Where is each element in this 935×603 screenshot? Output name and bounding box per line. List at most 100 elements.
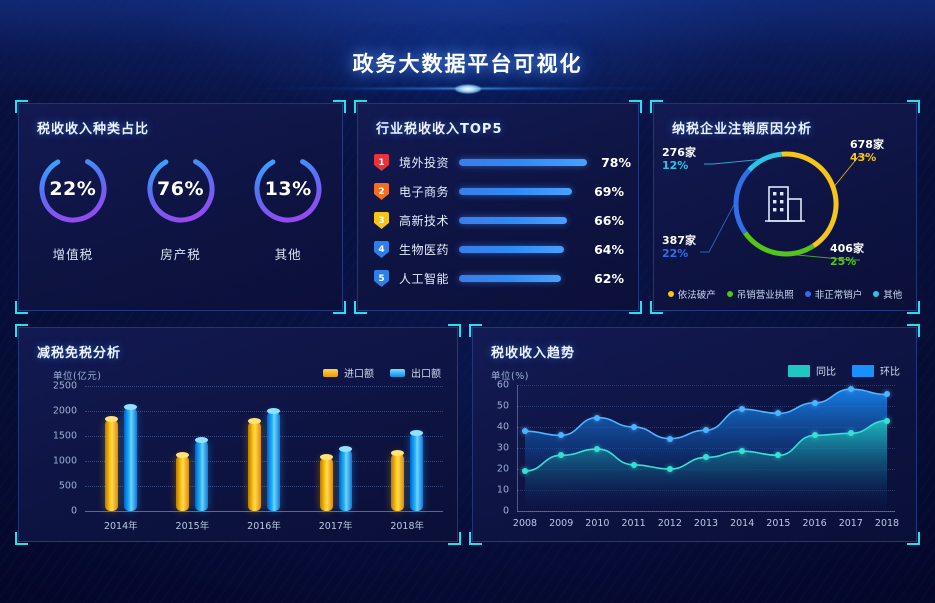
ring-gauge-label: 增值税 [52, 247, 94, 262]
ranking-item-label: 生物医药 [399, 243, 450, 257]
bar-export[interactable] [195, 436, 209, 511]
legend-item[interactable]: 依法破产 [667, 287, 716, 301]
bar-import[interactable] [319, 453, 333, 511]
x-axis-tick-label: 2010 [585, 518, 610, 529]
ring-gauge-circle: 13% [249, 150, 327, 228]
data-point[interactable] [522, 468, 528, 475]
bar-import[interactable] [248, 418, 261, 511]
bar-export[interactable] [123, 403, 137, 511]
donut-slice[interactable] [747, 151, 782, 172]
data-point[interactable] [811, 399, 818, 406]
legend-label: 出口额 [411, 369, 441, 380]
data-point[interactable] [558, 452, 565, 459]
ranking-row[interactable]: 3 高新技术 66% [374, 206, 624, 235]
corner-bracket-icon [333, 100, 346, 113]
y-axis-tick-label: 40 [496, 421, 509, 433]
rank-badge-icon: 2 [374, 183, 389, 200]
data-point[interactable] [594, 414, 601, 421]
x-axis-tick-label: 2017 [838, 518, 863, 529]
data-point[interactable] [884, 391, 890, 398]
corner-bracket-icon [907, 100, 920, 113]
bar-import[interactable] [104, 416, 118, 511]
corner-bracket-icon [650, 100, 663, 113]
corner-bracket-icon [15, 100, 28, 113]
data-point[interactable] [775, 410, 782, 417]
ranking-row[interactable]: 1 境外投资 78% [374, 148, 631, 177]
area-fill-tongbi [525, 420, 887, 511]
x-axis-tick-label: 2015年 [175, 521, 210, 532]
donut-slice-percent: 22% [662, 247, 689, 260]
panel-cancellation-reason: 纳税企业注销原因分析 678家 43% 406家 25% 387家 22% 276家 12% … [650, 100, 920, 314]
legend-item[interactable]: 环比 [852, 363, 900, 378]
legend-item[interactable]: 其他 [873, 287, 902, 301]
data-point[interactable] [884, 417, 890, 424]
data-point[interactable] [630, 461, 637, 468]
corner-bracket-icon [907, 532, 920, 545]
y-axis-tick-label: 0 [70, 505, 77, 517]
x-axis-tick-label: 2016年 [247, 521, 281, 532]
gridline [517, 511, 895, 512]
data-point[interactable] [811, 432, 818, 439]
ranking-value: 64% [594, 242, 624, 257]
data-point[interactable] [703, 427, 709, 434]
bar-import[interactable] [391, 450, 405, 511]
ranking-row[interactable]: 2 电子商务 69% [374, 177, 624, 206]
ranking-item-label: 电子商务 [399, 185, 450, 199]
donut-slice-count: 406家 [830, 242, 864, 255]
data-point[interactable] [739, 406, 746, 413]
y-axis-tick-label: 1000 [52, 455, 77, 467]
ring-gauge-value: 22% [49, 178, 97, 200]
legend-item[interactable]: 出口额 [390, 365, 441, 380]
donut-slice[interactable] [742, 231, 815, 257]
bar-export[interactable] [338, 446, 352, 511]
y-axis-tick-label: 20 [496, 463, 509, 475]
legend-item[interactable]: 同比 [788, 363, 836, 378]
data-point[interactable] [630, 424, 637, 430]
donut-slice[interactable] [733, 168, 752, 235]
data-point[interactable] [666, 466, 673, 472]
data-point[interactable] [703, 454, 709, 461]
data-point[interactable] [847, 430, 854, 437]
page-title: 政务大数据平台可视化 [352, 52, 583, 76]
data-point[interactable] [558, 432, 565, 439]
y-axis-tick-label: 10 [496, 484, 509, 496]
donut-slice[interactable] [781, 151, 839, 248]
data-point[interactable] [594, 446, 601, 453]
ring-gauge-3: 13% 其他 [234, 150, 342, 263]
data-point[interactable] [847, 386, 854, 393]
legend-item[interactable]: 非正常销户 [804, 287, 862, 301]
donut-chart: 678家 43% 406家 25% 387家 22% 276家 12% [654, 132, 916, 282]
trend-chart-unit-label: 单位(%) [491, 371, 529, 382]
donut-slice-label: 406家 25% [830, 242, 864, 268]
bar-import[interactable] [176, 451, 190, 511]
legend-label: 其他 [883, 290, 903, 301]
data-point[interactable] [666, 435, 673, 442]
x-axis-tick-label: 2018 [874, 518, 900, 529]
panel-tax-reduction-analysis: 减税免税分析 单位(亿元) 进口额 出口额 2500 2000 1500 1000 500… [15, 324, 461, 545]
bar-chart-unit-label: 单位(亿元) [53, 371, 102, 382]
ranking-item-label: 高新技术 [399, 214, 450, 228]
ranking-list: 1 境外投资 78% 2 电子商务 69% 3 高新技术 66% 4 生物医药 64% 5 人工智能 62% [374, 148, 631, 293]
bar-export[interactable] [410, 429, 424, 511]
panel-title: 纳税企业注销原因分析 [672, 122, 813, 137]
rank-badge-icon: 5 [374, 270, 389, 287]
donut-slice-label: 276家 12% [662, 146, 696, 172]
data-point[interactable] [522, 428, 528, 435]
data-point[interactable] [775, 452, 782, 459]
y-axis-line [517, 385, 518, 511]
ring-gauge-circle: 76% [142, 150, 220, 228]
legend-dot-icon [726, 291, 733, 297]
corner-bracket-icon [15, 324, 28, 337]
ranking-progress-track [459, 246, 580, 253]
data-point[interactable] [739, 448, 746, 455]
ring-gauge-label: 房产税 [160, 247, 201, 262]
panel-title: 税收收入趋势 [491, 346, 576, 361]
donut-slice-percent: 25% [830, 255, 857, 268]
ranking-row[interactable]: 5 人工智能 62% [374, 264, 624, 293]
bar-export[interactable] [267, 408, 280, 511]
y-axis-tick-label: 60 [496, 379, 509, 391]
legend-item[interactable]: 进口额 [323, 365, 374, 380]
ranking-row[interactable]: 4 生物医药 64% [374, 235, 624, 264]
legend-item[interactable]: 吊销营业执照 [726, 287, 794, 301]
